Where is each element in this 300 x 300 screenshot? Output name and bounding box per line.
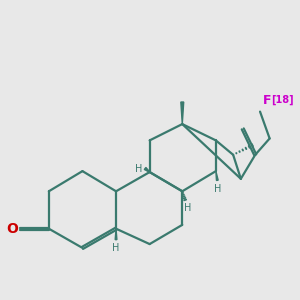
- Polygon shape: [115, 229, 117, 240]
- Text: H: H: [184, 203, 191, 213]
- Text: H: H: [214, 184, 221, 194]
- Polygon shape: [216, 171, 218, 181]
- Text: O: O: [6, 222, 18, 236]
- Text: [18]: [18]: [272, 95, 294, 105]
- Text: H: H: [135, 164, 142, 174]
- Text: H: H: [112, 243, 120, 253]
- Polygon shape: [181, 102, 184, 124]
- Text: F: F: [263, 94, 276, 107]
